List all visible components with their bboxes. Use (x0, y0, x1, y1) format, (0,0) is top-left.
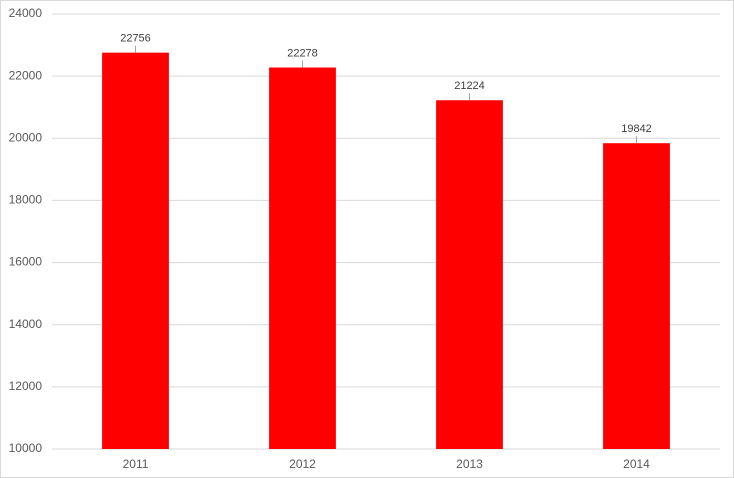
bar (102, 52, 169, 449)
y-tick-label: 22000 (9, 68, 43, 82)
data-label: 22278 (287, 47, 318, 59)
y-tick-label: 16000 (9, 255, 43, 269)
y-tick-label: 18000 (9, 193, 43, 207)
data-label: 22756 (120, 33, 151, 45)
x-tick-label: 2011 (123, 457, 149, 471)
x-tick-label: 2012 (289, 457, 316, 471)
bar (603, 143, 670, 449)
y-tick-label: 14000 (9, 317, 43, 331)
y-tick-label: 20000 (9, 130, 43, 144)
data-label: 19842 (621, 123, 652, 135)
y-tick-label: 24000 (9, 6, 43, 20)
bar (436, 100, 503, 450)
y-tick-label: 10000 (9, 441, 43, 455)
bar (269, 67, 336, 449)
y-tick-label: 12000 (9, 379, 43, 393)
x-tick-label: 2013 (456, 457, 483, 471)
x-tick-label: 2014 (623, 457, 650, 471)
data-label: 21224 (454, 80, 485, 92)
